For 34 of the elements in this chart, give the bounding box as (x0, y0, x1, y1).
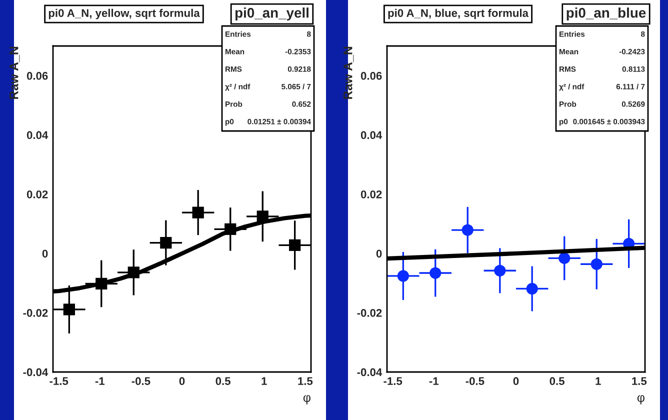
x-tick-label: -1 (95, 377, 105, 385)
chart-title: pi0 A_N, blue, sqrt formula (388, 8, 529, 20)
x-tick-label: 1 (262, 377, 267, 385)
y-tick-label: -0.04 (357, 368, 382, 376)
y-tick-label: 0.06 (360, 72, 382, 80)
text: pi0_an_blue (566, 8, 646, 20)
x-tick-label: 1.5 (298, 377, 313, 386)
y-tick-label: 0 (42, 250, 48, 258)
chart-title: pi0 A_N, yellow, sqrt formula (48, 8, 200, 20)
x-tick-label: 1 (596, 377, 601, 385)
y-tick-label: 0.04 (26, 131, 48, 140)
x-tick-label: 0 (513, 377, 519, 386)
x-tick-label: 1.5 (632, 377, 647, 386)
y-tick-label: -0.02 (357, 308, 382, 317)
y-tick-label: 0 (376, 250, 382, 258)
x-tick-label: 0.5 (550, 377, 564, 386)
y-tick-label: -0.04 (23, 368, 48, 376)
y-axis-title: Raw A_N (344, 46, 354, 99)
x-axis-title: φ (303, 395, 310, 404)
x-tick-label: -0.5 (132, 377, 150, 386)
x-tick-label: -1.5 (50, 377, 68, 386)
y-tick-label: 0.02 (360, 190, 382, 198)
x-tick-label: 0 (179, 377, 185, 386)
x-tick-label: -1.5 (384, 377, 402, 386)
x-tick-label: -0.5 (466, 377, 484, 386)
x-tick-label: 0.5 (216, 377, 230, 386)
x-axis-title: φ (637, 395, 644, 404)
y-tick-label: 0.06 (26, 72, 48, 80)
y-tick-label: 0.04 (360, 131, 382, 140)
text: pi0_an_yell (235, 8, 308, 20)
y-tick-label: 0.02 (26, 190, 48, 198)
y-axis-title: Raw A_N (10, 46, 20, 99)
x-tick-label: -1 (429, 377, 439, 385)
y-tick-label: -0.02 (23, 308, 48, 317)
